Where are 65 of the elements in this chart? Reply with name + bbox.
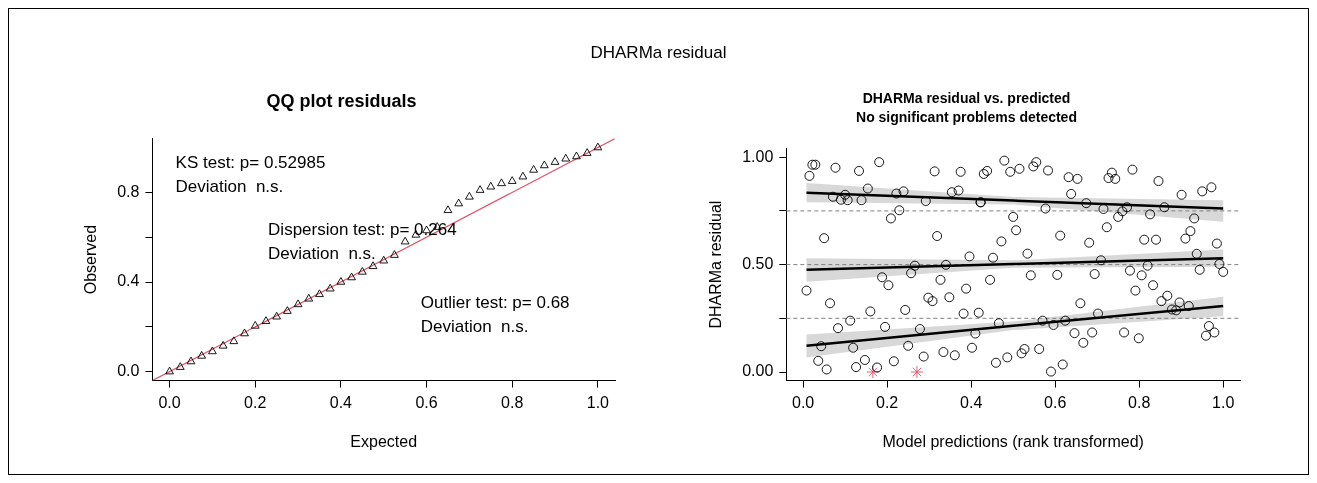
point [357, 266, 367, 275]
point [582, 148, 592, 156]
x-tick-label: 0.0 [792, 393, 815, 411]
x-tick-label: 0.4 [329, 393, 353, 411]
x-tick-label: 0.8 [501, 393, 524, 411]
point [186, 356, 196, 365]
chart-title: QQ plot residuals [266, 90, 417, 111]
x-tick-label: 1.0 [1212, 393, 1235, 411]
annotation: KS test: p= 0.52985 Deviation n.s. [175, 152, 326, 196]
point [229, 336, 239, 345]
point [539, 160, 549, 169]
x-tick-label: 0.6 [1044, 393, 1067, 411]
point [572, 151, 581, 160]
point [336, 277, 346, 285]
point [250, 320, 260, 329]
chart-subtitle: No significant problems detected [856, 109, 1077, 126]
x-tick-label: 0.0 [158, 393, 181, 411]
point [529, 165, 538, 173]
y-tick-label: 0.00 [742, 362, 774, 380]
point [593, 142, 603, 151]
point [175, 362, 185, 370]
point [518, 171, 528, 180]
point [283, 306, 292, 314]
y-tick-label: 0.50 [742, 255, 774, 273]
x-axis-title: Expected [350, 432, 418, 450]
y-axis-title: Observed [82, 224, 100, 295]
y-tick-label: 0.8 [117, 182, 140, 200]
x-tick-label: 0.8 [1128, 393, 1151, 411]
point [561, 153, 571, 162]
point [443, 205, 453, 213]
x-tick-label: 0.4 [960, 393, 983, 411]
point [550, 157, 560, 165]
annotation: Outlier test: p= 0.68 Deviation n.s. [420, 293, 570, 336]
point [272, 311, 281, 320]
point [347, 272, 356, 281]
x-tick-label: 0.2 [244, 393, 267, 411]
point [165, 366, 174, 375]
chart-title: DHARMa residual vs. predicted [862, 90, 1071, 107]
point [507, 176, 517, 184]
x-axis-title: Model predictions (rank transformed) [882, 432, 1144, 450]
point [325, 283, 335, 292]
point [304, 293, 314, 302]
point [218, 340, 228, 349]
point [465, 191, 474, 200]
point [368, 261, 378, 270]
point [315, 289, 324, 298]
x-tick-label: 0.2 [876, 393, 899, 411]
point [497, 178, 506, 187]
point [240, 328, 249, 337]
point [197, 351, 207, 359]
y-tick-label: 0.0 [117, 362, 140, 380]
x-tick-label: 0.6 [415, 393, 438, 411]
point [475, 185, 485, 193]
point [293, 299, 303, 308]
point [379, 255, 389, 264]
point [390, 250, 399, 258]
y-tick-label: 0.4 [117, 272, 140, 290]
point [454, 198, 464, 207]
point [208, 346, 217, 355]
text: DHARMa residual [590, 43, 727, 62]
point [261, 316, 271, 324]
point [486, 181, 496, 190]
y-tick-label: 1.00 [742, 147, 774, 165]
x-tick-label: 1.0 [586, 393, 610, 411]
y-axis-title: DHARMa residual [707, 200, 725, 329]
